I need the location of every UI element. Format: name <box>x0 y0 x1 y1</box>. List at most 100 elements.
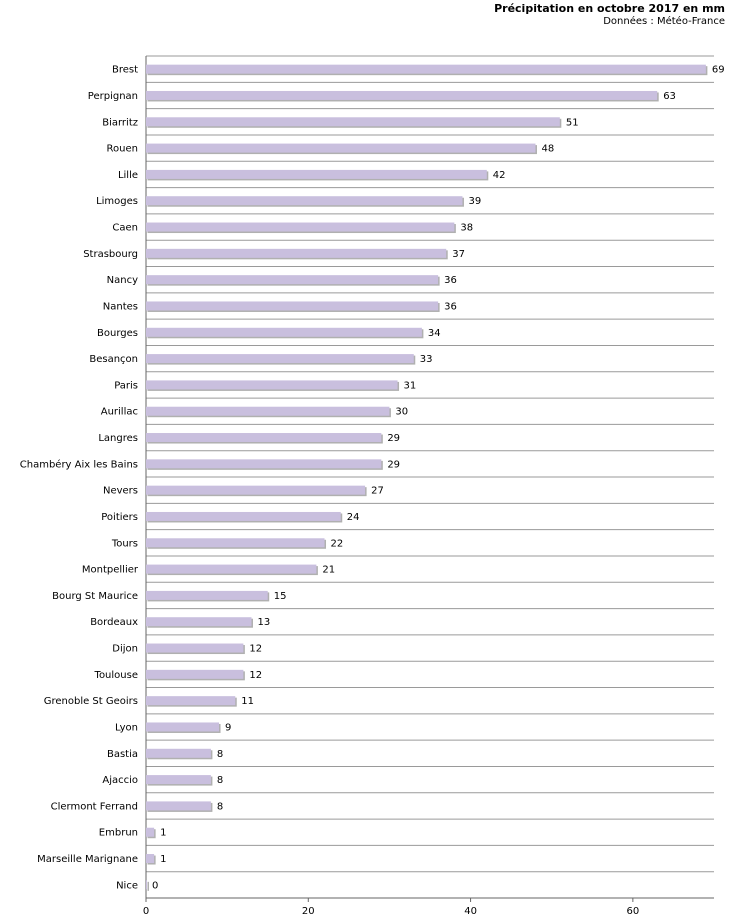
value-label: 48 <box>541 144 554 155</box>
value-label: 0 <box>152 880 158 891</box>
value-label: 37 <box>452 249 465 260</box>
category-label: Poitiers <box>101 512 138 523</box>
value-label: 8 <box>217 801 223 812</box>
bar <box>146 433 382 443</box>
value-label: 51 <box>566 117 579 128</box>
category-label: Chambéry Aix les Bains <box>20 458 138 470</box>
value-label: 29 <box>387 459 400 470</box>
value-label: 31 <box>404 380 417 391</box>
category-label: Nevers <box>103 486 138 497</box>
bar <box>146 196 463 206</box>
category-label: Rouen <box>107 144 138 155</box>
bar <box>146 617 252 627</box>
bar <box>146 117 560 127</box>
bar <box>146 301 439 311</box>
bar <box>146 748 211 758</box>
value-label: 38 <box>460 223 473 234</box>
bar-shadow <box>147 881 149 891</box>
category-label: Montpellier <box>82 565 139 576</box>
bar <box>146 248 447 258</box>
value-label: 9 <box>225 722 231 733</box>
category-label: Nantes <box>103 301 138 312</box>
value-label: 22 <box>331 538 344 549</box>
category-label: Toulouse <box>94 670 138 681</box>
bar <box>146 880 147 890</box>
value-label: 12 <box>249 670 262 681</box>
value-label: 63 <box>663 91 676 102</box>
category-label: Strasbourg <box>83 249 138 260</box>
category-label: Bastia <box>107 749 138 760</box>
x-tick-label: 40 <box>464 906 477 917</box>
bar <box>146 485 366 495</box>
bar <box>146 406 390 416</box>
category-label: Aurillac <box>101 407 138 418</box>
bar <box>146 169 487 179</box>
chart-subtitle: Données : Météo-France <box>603 16 725 27</box>
category-label: Ajaccio <box>102 775 138 786</box>
value-label: 33 <box>420 354 433 365</box>
value-label: 1 <box>160 828 166 839</box>
category-label: Bourges <box>97 328 138 339</box>
value-label: 11 <box>241 696 254 707</box>
category-label: Limoges <box>96 196 138 207</box>
category-label: Dijon <box>112 644 138 655</box>
x-tick-label: 20 <box>302 906 315 917</box>
bar <box>146 801 211 811</box>
category-label: Nancy <box>107 275 138 286</box>
category-label: Besançon <box>89 354 138 365</box>
bar <box>146 64 706 74</box>
bar <box>146 538 325 548</box>
category-label: Grenoble St Geoirs <box>44 696 138 707</box>
category-label: Brest <box>112 65 138 76</box>
bar <box>146 327 422 337</box>
bar <box>146 564 317 574</box>
category-label: Embrun <box>99 828 138 839</box>
value-label: 8 <box>217 775 223 786</box>
bar <box>146 222 455 232</box>
category-label: Paris <box>114 380 138 391</box>
x-tick-label: 60 <box>626 906 639 917</box>
value-label: 12 <box>249 644 262 655</box>
bar <box>146 511 341 521</box>
bar <box>146 143 536 153</box>
bar <box>146 696 236 706</box>
value-label: 34 <box>428 328 441 339</box>
chart-title: Précipitation en octobre 2017 en mm <box>494 2 725 15</box>
bar <box>146 669 244 679</box>
category-label: Perpignan <box>88 91 138 102</box>
value-label: 27 <box>371 486 384 497</box>
bar <box>146 643 244 653</box>
category-label: Tours <box>111 538 138 549</box>
category-label: Bourg St Maurice <box>52 591 138 602</box>
bar <box>146 459 382 469</box>
value-label: 15 <box>274 591 287 602</box>
category-label: Biarritz <box>102 117 138 128</box>
value-label: 36 <box>444 301 457 312</box>
bar <box>146 590 268 600</box>
value-label: 1 <box>160 854 166 865</box>
value-label: 36 <box>444 275 457 286</box>
bar <box>146 380 398 390</box>
bar <box>146 275 439 285</box>
value-label: 39 <box>468 196 481 207</box>
category-label: Caen <box>112 223 138 234</box>
bar <box>146 775 211 785</box>
category-label: Lille <box>118 170 138 181</box>
value-label: 24 <box>347 512 360 523</box>
category-label: Marseille Marignane <box>37 854 138 865</box>
category-label: Lyon <box>115 722 138 733</box>
value-label: 30 <box>395 407 408 418</box>
category-label: Langres <box>98 433 138 444</box>
bar <box>146 354 414 364</box>
value-label: 21 <box>322 565 335 576</box>
x-tick-label: 0 <box>143 906 149 917</box>
bar <box>146 722 220 732</box>
category-label: Clermont Ferrand <box>51 801 138 812</box>
value-label: 8 <box>217 749 223 760</box>
category-label: Bordeaux <box>90 617 138 628</box>
bar <box>146 90 658 100</box>
value-label: 13 <box>257 617 270 628</box>
value-label: 69 <box>712 65 725 76</box>
bar <box>146 854 155 864</box>
